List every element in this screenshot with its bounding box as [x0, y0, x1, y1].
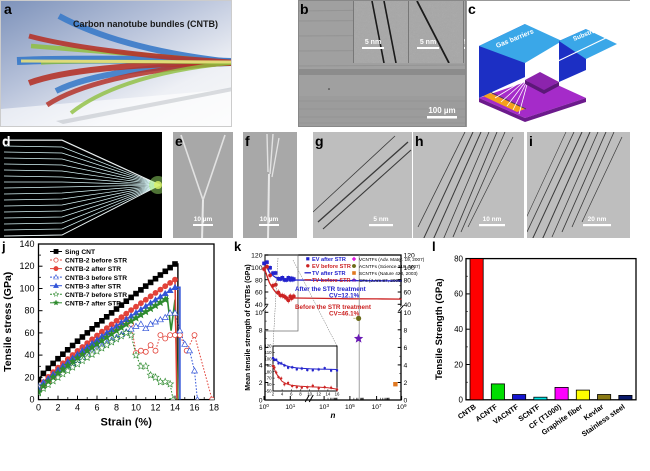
svg-text:100: 100	[251, 265, 263, 272]
svg-text:20 nm: 20 nm	[588, 216, 607, 223]
svg-text:VCNTFs (Adv. Mater. 19, 2007): VCNTFs (Adv. Mater. 19, 2007)	[359, 257, 425, 262]
svg-text:12: 12	[150, 403, 160, 413]
svg-text:12: 12	[316, 392, 321, 397]
svg-text:5 nm: 5 nm	[420, 39, 436, 46]
svg-text:60: 60	[24, 328, 34, 338]
svg-text:16: 16	[335, 392, 340, 397]
svg-text:CV=46.1%: CV=46.1%	[329, 311, 360, 318]
svg-text:101: 101	[285, 403, 295, 411]
svg-text:60: 60	[454, 290, 463, 299]
svg-text:2: 2	[272, 392, 275, 397]
svg-text:100: 100	[19, 284, 34, 294]
svg-text:6: 6	[259, 345, 263, 352]
svg-text:EV after STR: EV after STR	[312, 257, 346, 263]
svg-text:90: 90	[267, 363, 272, 368]
svg-text:105: 105	[345, 403, 355, 411]
svg-text:8: 8	[299, 392, 302, 397]
svg-text:CV=12.1%: CV=12.1%	[329, 293, 360, 300]
svg-text:0: 0	[259, 398, 263, 405]
svg-text:120: 120	[264, 344, 272, 349]
svg-text:18: 18	[209, 403, 219, 413]
svg-text:10: 10	[307, 392, 312, 397]
svg-text:5 nm: 5 nm	[373, 216, 388, 223]
svg-text:2: 2	[259, 380, 263, 387]
svg-text:103: 103	[319, 403, 329, 411]
svg-text:40: 40	[454, 325, 463, 334]
svg-text:ACNTFs (Science 318, 2007): ACNTFs (Science 318, 2007)	[359, 264, 421, 269]
svg-text:Strain (%): Strain (%)	[101, 417, 153, 429]
svg-text:140: 140	[19, 239, 34, 249]
svg-text:Sing CNT: Sing CNT	[65, 249, 96, 256]
svg-text:80: 80	[255, 277, 263, 284]
svg-text:6: 6	[94, 403, 99, 413]
svg-text:20: 20	[24, 372, 34, 382]
svg-text:4: 4	[281, 392, 284, 397]
svg-text:TV after STR: TV after STR	[312, 271, 346, 277]
svg-text:SCNTFs (Nature 423, 2003): SCNTFs (Nature 423, 2003)	[359, 271, 418, 276]
svg-text:4: 4	[75, 403, 80, 413]
svg-text:107: 107	[372, 403, 382, 411]
svg-text:2: 2	[55, 403, 60, 413]
svg-text:0: 0	[36, 403, 41, 413]
svg-text:2: 2	[404, 380, 408, 387]
svg-text:CNTB-2 after STR: CNTB-2 after STR	[65, 266, 121, 273]
svg-text:8: 8	[259, 327, 263, 334]
svg-text:Tensile stress (GPa): Tensile stress (GPa)	[2, 272, 14, 372]
svg-text:4: 4	[259, 363, 263, 370]
svg-text:TV before STR: TV before STR	[312, 278, 351, 284]
svg-text:CNTB-3 after STR: CNTB-3 after STR	[65, 283, 121, 290]
svg-text:40: 40	[24, 350, 34, 360]
svg-text:5 nm: 5 nm	[365, 39, 381, 46]
svg-text:Tensile Strength (GPa): Tensile Strength (GPa)	[434, 278, 445, 380]
svg-text:80: 80	[24, 306, 34, 316]
svg-text:10 µm: 10 µm	[260, 216, 279, 223]
svg-text:110: 110	[265, 350, 272, 355]
svg-text:10: 10	[404, 310, 412, 317]
svg-text:0: 0	[459, 396, 464, 405]
svg-text:10 µm: 10 µm	[194, 216, 213, 223]
svg-text:20: 20	[454, 360, 463, 369]
svg-text:60: 60	[255, 290, 263, 297]
svg-text:60: 60	[267, 382, 272, 387]
svg-text:CNTB-2 before STR: CNTB-2 before STR	[65, 258, 127, 265]
svg-text:70: 70	[267, 376, 272, 381]
svg-text:40: 40	[255, 302, 263, 309]
svg-text:10: 10	[131, 403, 141, 413]
svg-text:14: 14	[326, 392, 331, 397]
svg-text:10: 10	[255, 310, 263, 317]
svg-text:14: 14	[170, 403, 180, 413]
svg-text:EV before STR: EV before STR	[312, 264, 351, 270]
svg-text:120: 120	[19, 261, 34, 271]
svg-text:10 nm: 10 nm	[483, 216, 502, 223]
svg-text:100: 100	[264, 357, 272, 362]
svg-text:CFs (J.Am 87, 2005): CFs (J.Am 87, 2005)	[359, 278, 403, 283]
svg-text:120: 120	[251, 253, 263, 260]
svg-text:8: 8	[114, 403, 119, 413]
svg-text:60: 60	[404, 290, 412, 297]
svg-text:n: n	[331, 411, 336, 420]
svg-text:6: 6	[290, 392, 293, 397]
svg-text:0: 0	[404, 398, 408, 405]
svg-text:0: 0	[29, 395, 34, 405]
svg-text:100 µm: 100 µm	[428, 106, 455, 115]
svg-text:Mean tensile strength of CNTBs: Mean tensile strength of CNTBs (GPa)	[245, 264, 252, 390]
svg-text:4: 4	[404, 363, 408, 370]
svg-text:CNTB-3 before STR: CNTB-3 before STR	[65, 275, 127, 282]
svg-text:80: 80	[267, 369, 272, 374]
svg-text:16: 16	[189, 403, 199, 413]
svg-text:8: 8	[404, 327, 408, 334]
svg-text:80: 80	[454, 254, 463, 263]
svg-text:CNTB-7 after STR: CNTB-7 after STR	[65, 300, 121, 307]
svg-text:6: 6	[404, 345, 408, 352]
svg-text:40: 40	[404, 302, 412, 309]
svg-text:80: 80	[404, 277, 412, 284]
svg-text:CNTB-7 before STR: CNTB-7 before STR	[65, 292, 127, 299]
